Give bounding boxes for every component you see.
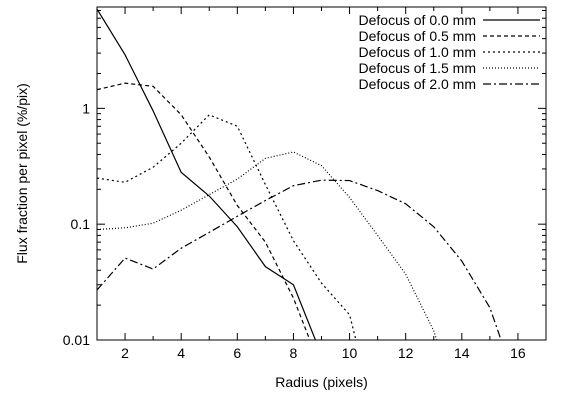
x-tick-label: 16: [510, 345, 526, 361]
x-tick-label: 10: [342, 345, 358, 361]
x-axis-label: Radius (pixels): [275, 374, 368, 390]
legend-label-1: Defocus of 0.5 mm: [359, 28, 477, 44]
legend-label-3: Defocus of 1.5 mm: [359, 60, 477, 76]
series-line-2: [97, 114, 357, 340]
legend-label-0: Defocus of 0.0 mm: [359, 12, 477, 28]
x-tick-label: 14: [454, 345, 470, 361]
series-layer: [97, 8, 502, 340]
y-axis-label: Flux fraction per pixel (%/pix): [14, 83, 30, 264]
series-line-0: [97, 8, 317, 340]
legend-label-2: Defocus of 1.0 mm: [359, 44, 477, 60]
series-line-3: [97, 151, 438, 340]
series-line-1: [97, 82, 311, 340]
tick-layer: 2 4 6 8 10 12 14 16 0.01 0.1 1: [63, 7, 547, 361]
series-line-4: [97, 179, 502, 340]
x-tick-label: 12: [398, 345, 414, 361]
x-tick-label: 2: [121, 345, 129, 361]
x-tick-label: 4: [177, 345, 185, 361]
y-tick-label: 0.1: [71, 216, 91, 232]
legend-label-4: Defocus of 2.0 mm: [359, 76, 477, 92]
x-tick-label: 6: [233, 345, 241, 361]
x-tick-label: 8: [290, 345, 298, 361]
y-tick-label: 0.01: [63, 332, 90, 348]
y-tick-label: 1: [82, 100, 90, 116]
